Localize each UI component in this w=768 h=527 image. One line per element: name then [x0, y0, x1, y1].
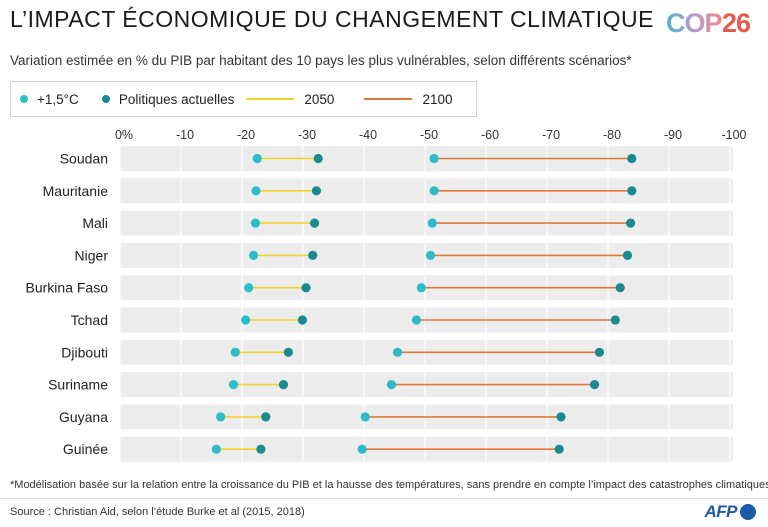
point-15-2100 — [392, 347, 403, 357]
point-15-2100 — [427, 218, 437, 228]
legend-item-current: Politiques actuelles — [93, 91, 235, 107]
row-band — [120, 210, 733, 236]
point-15-2100 — [411, 315, 422, 325]
point-current-2050 — [261, 412, 271, 422]
category-label: Suriname — [48, 377, 108, 393]
x-tick-label: -80 — [603, 128, 621, 142]
legend-label-current: Politiques actuelles — [118, 91, 235, 107]
x-tick-label: -40 — [359, 128, 377, 142]
legend-label-2050: 2050 — [304, 91, 335, 107]
row-band — [120, 146, 733, 171]
source-note: Source : Christian Aid, selon l’étude Bu… — [10, 506, 305, 518]
point-15-2100 — [360, 412, 370, 422]
x-tick-label: 0% — [115, 128, 133, 142]
x-tick-label: -60 — [481, 128, 499, 142]
point-15-2100 — [416, 283, 426, 293]
afp-globe-icon — [740, 504, 756, 520]
point-current-2050 — [301, 283, 311, 293]
category-label: Niger — [75, 247, 109, 263]
legend-line-2050 — [246, 98, 295, 100]
cop26-logo: COP 26 — [664, 4, 754, 40]
chart-legend: +1,5°C Politiques actuelles 2050 2100 — [10, 81, 477, 117]
chart-title: L’IMPACT ÉCONOMIQUE DU CHANGEMENT CLIMAT… — [10, 6, 654, 32]
legend-dot-15 — [20, 95, 28, 103]
x-tick-label: -100 — [721, 128, 746, 142]
legend-line-2100 — [364, 98, 413, 100]
point-current-2100 — [610, 315, 620, 325]
point-15-2050 — [216, 412, 226, 422]
point-current-2100 — [594, 347, 605, 357]
point-current-2050 — [308, 250, 318, 260]
legend-item-2050: 2050 — [234, 92, 334, 107]
point-current-2050 — [283, 347, 293, 357]
category-label: Guyana — [59, 409, 108, 425]
point-15-2050 — [251, 186, 261, 196]
x-tick-label: -10 — [176, 128, 194, 142]
point-15-2050 — [248, 250, 259, 260]
point-15-2050 — [241, 315, 251, 325]
point-current-2100 — [556, 412, 566, 422]
category-label: Mali — [82, 215, 108, 231]
x-tick-label: -90 — [664, 128, 682, 142]
legend-item-15: +1,5°C — [11, 92, 79, 107]
point-15-2050 — [250, 218, 261, 228]
legend-label-2100: 2100 — [422, 91, 453, 107]
point-15-2050 — [244, 283, 254, 293]
point-15-2050 — [252, 153, 262, 164]
point-current-2050 — [256, 444, 266, 454]
point-15-2050 — [230, 347, 240, 357]
legend-item-2100: 2100 — [352, 92, 452, 107]
x-tick-label: -30 — [298, 128, 316, 142]
point-current-2100 — [627, 153, 637, 164]
category-label: Djibouti — [61, 344, 108, 360]
point-current-2100 — [589, 380, 600, 390]
point-15-2050 — [211, 444, 221, 454]
legend-dot-current — [101, 95, 110, 103]
point-15-2100 — [429, 186, 439, 196]
point-current-2100 — [625, 218, 636, 228]
category-label: Soudan — [60, 151, 108, 167]
svg-text:26: 26 — [722, 8, 751, 38]
point-15-2100 — [429, 153, 439, 164]
point-current-2050 — [297, 315, 307, 325]
afp-logo-text: AFP — [704, 502, 738, 521]
x-tick-label: -20 — [237, 128, 255, 142]
category-label: Guinée — [63, 441, 108, 457]
cop26-logo-graphic: COP 26 — [666, 8, 752, 38]
svg-text:COP: COP — [666, 8, 723, 38]
category-label: Tchad — [71, 312, 108, 328]
point-current-2050 — [309, 218, 320, 228]
point-current-2100 — [615, 283, 625, 293]
point-current-2050 — [313, 153, 323, 164]
category-label: Burkina Faso — [26, 280, 109, 296]
chart-subtitle: Variation estimée en % du PIB par habita… — [10, 53, 632, 68]
point-current-2100 — [627, 186, 637, 196]
point-current-2050 — [311, 186, 322, 196]
point-current-2050 — [278, 380, 289, 390]
point-15-2100 — [357, 444, 367, 454]
point-15-2100 — [425, 250, 436, 260]
category-label: Mauritanie — [43, 183, 109, 199]
x-tick-label: -50 — [420, 128, 438, 142]
point-15-2050 — [228, 380, 239, 390]
footnote: *Modélisation basée sur la relation entr… — [10, 479, 768, 491]
legend-label-15: +1,5°C — [37, 91, 79, 107]
point-current-2100 — [622, 250, 633, 260]
x-tick-label: -70 — [542, 128, 560, 142]
point-15-2100 — [386, 380, 397, 390]
row-band — [120, 178, 733, 204]
afp-logo: AFP — [704, 502, 756, 522]
point-current-2100 — [554, 444, 564, 454]
footer-divider — [0, 498, 768, 499]
